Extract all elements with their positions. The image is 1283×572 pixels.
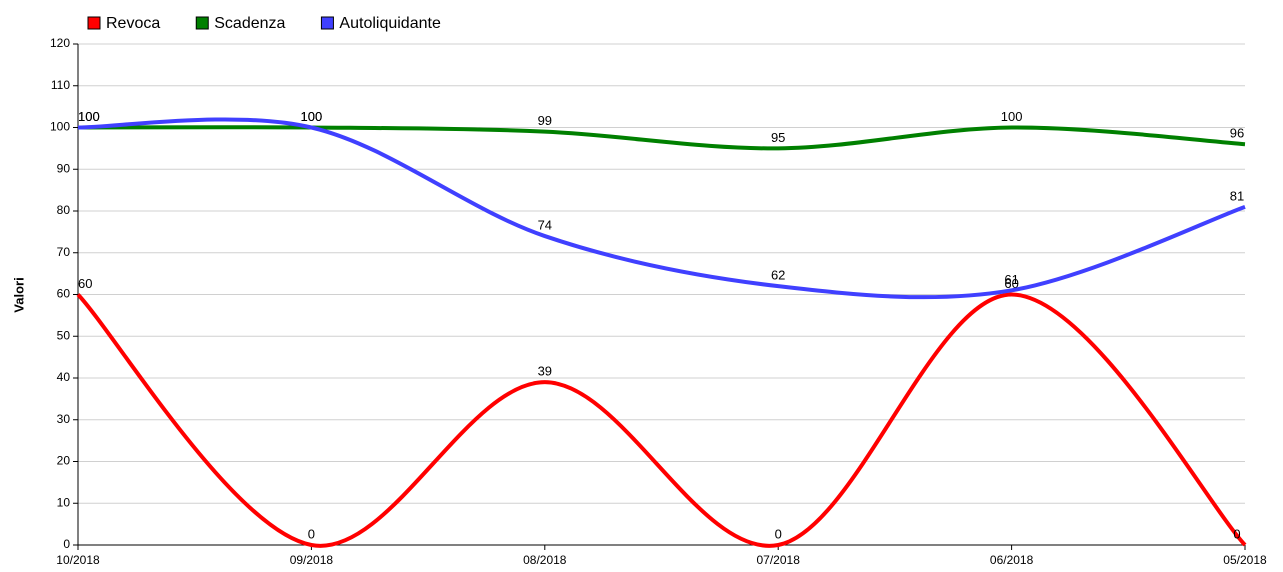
x-tick-label: 05/2018 <box>1223 553 1267 567</box>
x-tick-label: 09/2018 <box>290 553 334 567</box>
y-tick-label: 70 <box>57 245 71 259</box>
y-tick-label: 30 <box>57 412 71 426</box>
data-label: 0 <box>308 526 315 541</box>
legend-label: Autoliquidante <box>339 15 441 32</box>
data-label: 99 <box>538 113 552 128</box>
data-label: 60 <box>1004 276 1018 291</box>
data-label: 60 <box>78 276 92 291</box>
data-label: 39 <box>538 364 552 379</box>
data-label: 100 <box>78 109 100 124</box>
data-label: 95 <box>771 130 785 145</box>
y-tick-label: 90 <box>57 161 71 175</box>
legend-label: Revoca <box>106 15 160 32</box>
y-tick-label: 100 <box>50 120 70 134</box>
data-label: 100 <box>301 109 323 124</box>
legend-swatch <box>320 16 334 30</box>
y-tick-label: 50 <box>57 328 71 342</box>
series-line <box>76 292 1247 548</box>
x-tick-label: 08/2018 <box>523 553 567 567</box>
y-tick-label: 10 <box>57 495 71 509</box>
y-tick-label: 20 <box>57 454 71 468</box>
y-tick-label: 0 <box>63 537 70 551</box>
y-tick-label: 120 <box>50 36 70 50</box>
y-tick-label: 40 <box>57 370 71 384</box>
data-label: 96 <box>1230 126 1244 141</box>
data-label: 100 <box>301 109 323 124</box>
series-line <box>77 125 1246 151</box>
data-label: 81 <box>1230 188 1244 203</box>
data-label: 61 <box>1004 272 1018 287</box>
data-label: 0 <box>775 526 782 541</box>
data-label: 62 <box>771 268 785 283</box>
y-tick-label: 80 <box>57 203 71 217</box>
legend-swatch <box>195 16 209 30</box>
data-label: 74 <box>538 217 552 232</box>
y-tick-label: 110 <box>51 78 70 92</box>
data-label: 0 <box>1233 526 1240 541</box>
data-label: 100 <box>78 109 100 124</box>
series-line <box>77 117 1246 300</box>
legend-label: Scadenza <box>214 15 285 32</box>
x-tick-label: 06/2018 <box>990 553 1034 567</box>
x-tick-label: 07/2018 <box>757 553 801 567</box>
legend-swatch <box>87 16 101 30</box>
y-tick-label: 60 <box>57 287 71 301</box>
data-label: 100 <box>1001 109 1023 124</box>
x-tick-label: 10/2018 <box>56 553 100 567</box>
y-axis-label: Valori <box>11 277 26 312</box>
